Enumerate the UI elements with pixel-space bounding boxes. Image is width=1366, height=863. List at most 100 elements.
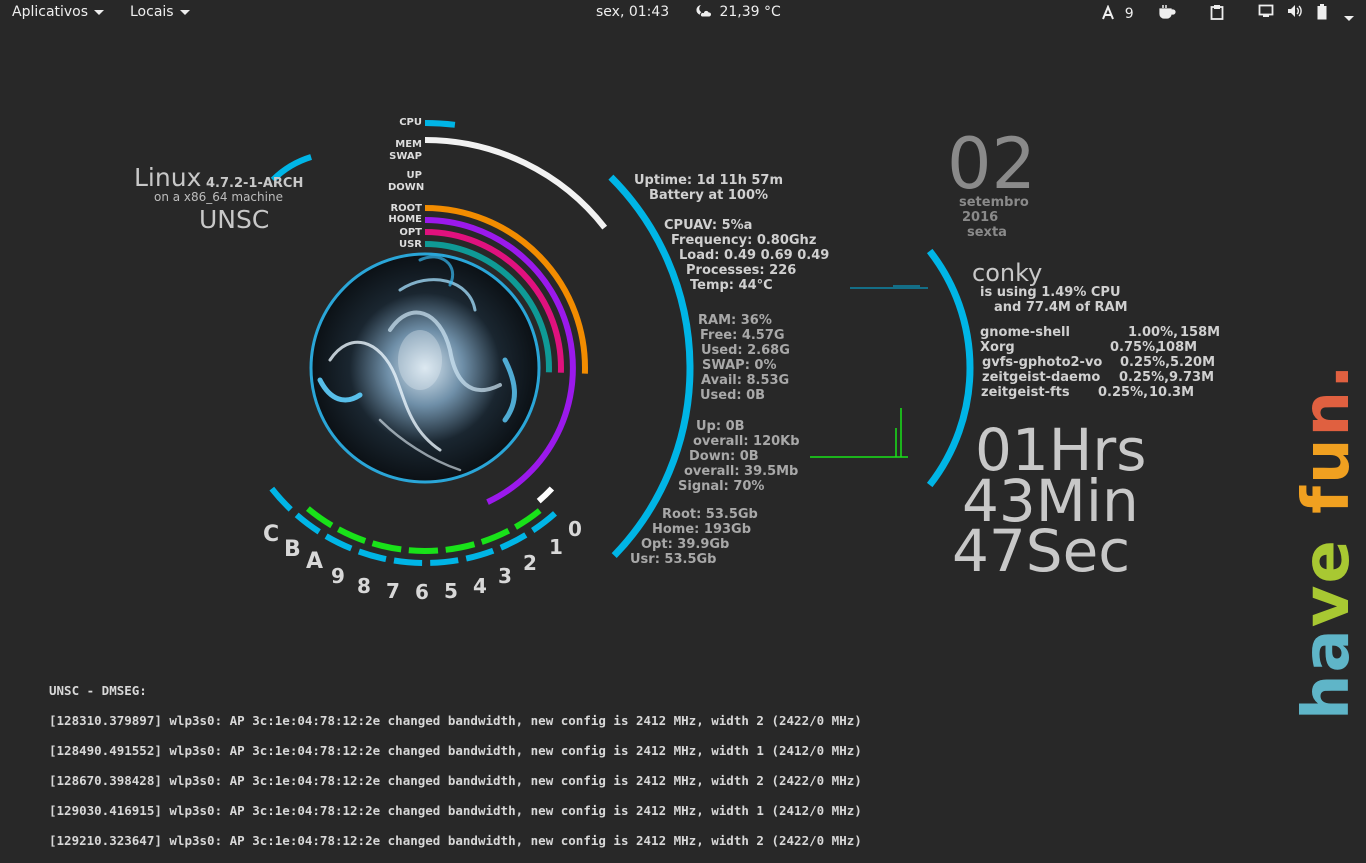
process-cpu: 0.25%,: [1119, 370, 1170, 385]
dmesg-line: [128310.379897] wlp3s0: AP 3c:1e:04:78:1…: [49, 713, 862, 728]
ram-used-text: Used: 2.68G: [701, 343, 790, 358]
gauge-segment: [393, 557, 423, 566]
net-up-overall-text: overall: 120Kb: [693, 434, 800, 449]
gauge-segment: [294, 512, 321, 535]
slogan-letter: f: [1290, 484, 1364, 514]
process-mem: 108M: [1157, 340, 1198, 355]
uptime-text: Uptime: 1d 11h 57m: [634, 173, 784, 188]
power-menu-chevron-icon[interactable]: [1344, 9, 1354, 27]
date-day: 02: [947, 123, 1037, 205]
swap-text: SWAP: 0%: [702, 358, 777, 373]
tray-app-icon: [1102, 4, 1114, 20]
kernel-version: 4.7.2-1-ARCH: [206, 176, 304, 191]
process-mem: 10.3M: [1149, 385, 1195, 400]
frequency-text: Frequency: 0.80Ghz: [671, 233, 817, 248]
process-row: gvfs-gphoto2-vo 0.25%, 5.20M: [982, 355, 1242, 370]
battery-text: Battery at 100%: [649, 188, 769, 203]
battery-icon[interactable]: [1317, 4, 1327, 24]
gauge-label-4: 4: [473, 574, 487, 598]
fs-home-text: Home: 193Gb: [652, 522, 752, 537]
fs-opt-text: Opt: 39.9Gb: [641, 537, 730, 552]
dmesg-line: [129030.416915] wlp3s0: AP 3c:1e:04:78:1…: [49, 803, 862, 818]
gauge-label-c: C: [263, 522, 280, 547]
fs-usr-text: Usr: 53.5Gb: [630, 552, 717, 567]
ram-free-text: Free: 4.57G: [700, 328, 785, 343]
gauge-label-1: 1: [549, 535, 563, 559]
clock[interactable]: sex, 01:43: [596, 4, 670, 20]
uptime-hours: 01Hrs: [975, 416, 1147, 484]
ring-label-swap: SWAP: [389, 151, 422, 162]
date-month: setembro: [959, 195, 1029, 210]
process-name: gvfs-gphoto2-vo: [982, 355, 1103, 370]
ring-label-home: HOME: [388, 214, 422, 225]
display-icon[interactable]: [1258, 4, 1274, 22]
coffee-icon[interactable]: [1158, 4, 1176, 24]
conky-cpu-usage: is using 1.49% CPU: [980, 285, 1121, 300]
gauge-segment: [499, 532, 528, 551]
gauge-label-0: 0: [568, 517, 582, 541]
gauge-label-6: 6: [415, 580, 429, 604]
tray-app-indicator[interactable]: 9: [1100, 4, 1134, 22]
gauge-segment: [336, 526, 367, 544]
slogan-letter: e: [1290, 538, 1364, 584]
places-menu-label: Locais: [130, 4, 174, 20]
swap-used-text: Used: 0B: [700, 388, 766, 403]
gauge-label-2: 2: [523, 551, 537, 575]
net-down-overall-text: overall: 39.5Mb: [684, 464, 799, 479]
ring-label-opt: OPT: [399, 227, 422, 238]
mem-ring: [424, 137, 608, 230]
cpu-average-text: CPUAV: 5%a: [664, 218, 753, 233]
ring-label-root: ROOT: [390, 203, 422, 214]
rings-widget: [269, 119, 974, 566]
process-name: Xorg: [980, 340, 1015, 355]
gauge-segment: [324, 533, 353, 552]
process-name: zeitgeist-daemo: [982, 370, 1101, 385]
clipboard-icon[interactable]: [1210, 4, 1224, 24]
date-weekday: sexta: [967, 225, 1007, 240]
slogan-letter: n: [1290, 388, 1364, 437]
tray-app-count: 9: [1124, 6, 1134, 22]
bottom-gauge-green: [305, 506, 542, 554]
volume-icon[interactable]: [1287, 4, 1303, 22]
gauge-segment: [408, 547, 439, 554]
gauge-segment: [445, 541, 476, 553]
gauge-segment: [513, 508, 542, 530]
process-name: zeitgeist-fts: [981, 385, 1070, 400]
dmesg-line: [128490.491552] wlp3s0: AP 3c:1e:04:78:1…: [49, 743, 862, 758]
process-mem: 158M: [1180, 325, 1221, 340]
dmesg-log: UNSC - DMSEG: [128310.379897] wlp3s0: AP…: [49, 668, 862, 863]
root-ring: [424, 205, 588, 374]
weather-temperature: 21,39 °C: [719, 4, 781, 20]
gauge-segment: [531, 511, 557, 534]
places-menu[interactable]: Locais: [130, 4, 190, 20]
weather-indicator[interactable]: 21,39 °C: [695, 4, 781, 20]
hostname: UNSC: [199, 205, 270, 234]
gauge-segment: [465, 547, 495, 562]
opt-ring: [424, 229, 564, 373]
process-row: zeitgeist-daemo 0.25%, 9.73M: [982, 370, 1242, 385]
gauge-segment: [371, 540, 402, 553]
process-cpu: 0.75%,: [1110, 340, 1161, 355]
network-graph: [810, 408, 908, 458]
applications-menu-label: Aplicativos: [12, 4, 89, 20]
ring-label-cpu: CPU: [399, 117, 422, 128]
bottom-gauge-blue: [269, 486, 557, 566]
gauge-segment: [305, 506, 334, 529]
conky-title: conky: [972, 259, 1043, 287]
ring-label-usr: USR: [398, 239, 422, 250]
processes-text: Processes: 226: [686, 263, 797, 278]
ring-label-down: DOWN: [388, 182, 425, 193]
chevron-down-icon: [94, 9, 105, 15]
gauge-label-5: 5: [444, 579, 458, 603]
slogan-letter: .: [1290, 362, 1364, 389]
machine-arch: on a x86_64 machine: [154, 190, 283, 204]
time-arc: [926, 248, 974, 488]
slogan-letter: h: [1290, 672, 1364, 720]
gauge-label-3: 3: [498, 564, 512, 588]
smoke-figure-image: [309, 252, 541, 484]
applications-menu[interactable]: Aplicativos: [12, 4, 105, 20]
gauge-segment: [536, 486, 555, 504]
uptime-minutes: 43Min: [962, 467, 1139, 535]
bottom-gauge-white: [536, 486, 555, 504]
usr-ring: [424, 241, 552, 373]
